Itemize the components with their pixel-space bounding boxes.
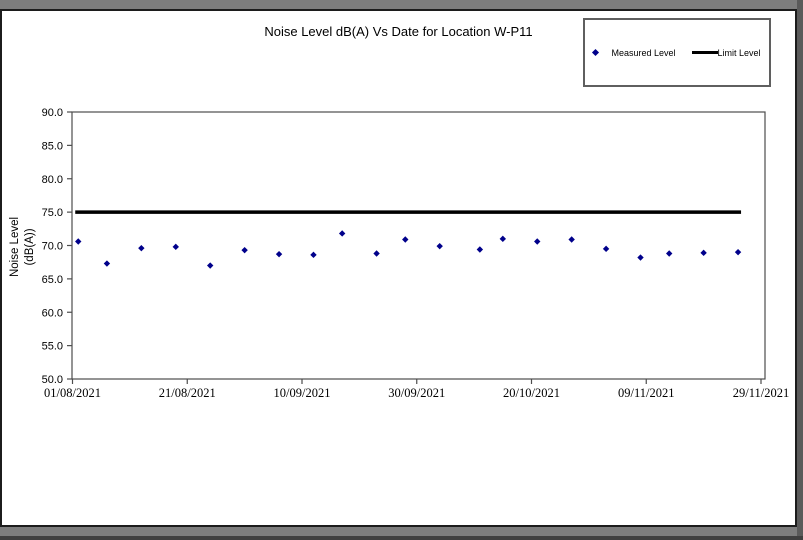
measured-level-point [476,246,484,253]
measured-level-point [103,260,111,267]
y-axis-tick-label: 65.0 [42,274,63,286]
legend-entry-measured-level: Measured Level [592,47,676,58]
measured-level-point [534,238,541,245]
window-bottom-edge [0,536,803,540]
plot-area: 90.0 85.0 80.0 75.0 70.0 65.0 60.0 55.0 50.001/0… [42,107,790,400]
legend-entry-limit-level: Limit Level [691,47,761,58]
measured-level-point [402,236,409,243]
measured-level-point [436,242,443,250]
x-axis-tick-label: 30/09/2021 [388,386,445,400]
x-axis-tick-label: 29/11/2021 [733,386,789,400]
legend-label-measured-level: Measured Level [611,47,676,58]
y-axis-tick-label: 50.0 [42,374,63,386]
y-axis-tick-label: 75.0 [42,207,63,219]
chart-title: Noise Level dB(A) Vs Date for Location W… [264,24,533,39]
y-axis-tick-label: 85.0 [42,140,63,152]
x-axis-tick-label: 20/10/2021 [503,386,560,400]
legend: Measured Level Limit Level [583,18,771,87]
x-axis-tick-label: 01/08/2021 [44,386,101,400]
y-axis-tick-label: 70.0 [42,241,63,253]
x-axis-tick-label: 10/09/2021 [274,386,331,400]
measured-level-point [75,238,82,245]
measured-level-point [138,244,145,252]
measured-level-point [207,262,214,269]
y-axis-tick-label: 90.0 [42,107,63,119]
measured-level-point [637,254,644,261]
y-axis-tick-label: 80.0 [42,174,63,186]
legend-label-limit-level: Limit Level [717,47,761,58]
x-axis-tick-label: 21/08/2021 [159,386,216,400]
measured-level-point [499,235,507,243]
measured-level-point [241,246,248,254]
measured-level-point [734,248,742,256]
chart-canvas: Noise Level dB(A) Vs Date for Location W… [0,9,797,527]
measured-level-point [700,249,707,257]
y-axis-tick-label: 60.0 [42,307,63,319]
measured-level-point [172,243,179,251]
measured-level-point [666,250,673,257]
window-right-edge [797,0,803,540]
measured-level-point [275,250,283,258]
measured-level-point [338,230,346,237]
measured-level-point [373,250,380,257]
line-marker-icon [691,51,718,54]
measured-level-point [568,236,575,243]
measured-level-point [602,245,610,253]
x-axis-tick-label: 09/11/2021 [618,386,674,400]
measured-level-point [310,251,317,259]
y-axis-tick-label: 55.0 [42,341,63,353]
